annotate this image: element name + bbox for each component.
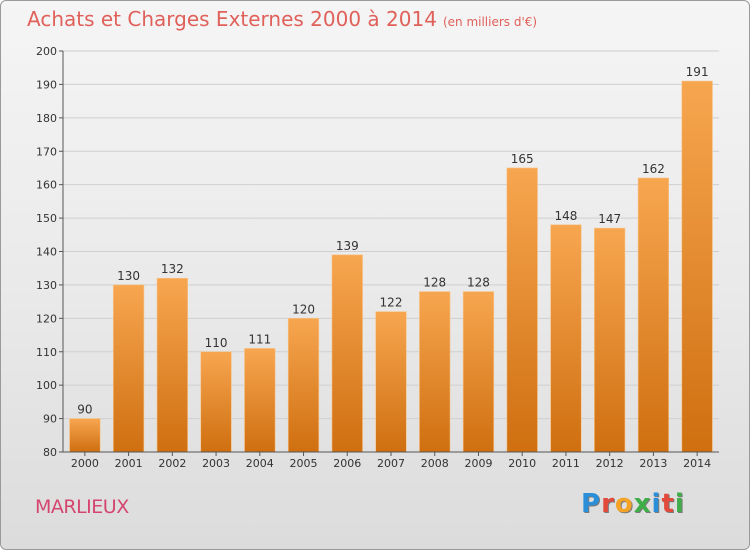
bar-2010 [506, 167, 538, 453]
data-label: 130 [117, 269, 140, 283]
y-tick-label: 190 [36, 78, 57, 91]
x-tick-label: 2001 [115, 457, 143, 470]
data-label: 147 [598, 212, 621, 226]
data-label: 111 [248, 332, 271, 346]
y-tick-label: 110 [36, 346, 57, 359]
logo-letter: i [651, 489, 662, 519]
data-label: 132 [161, 262, 184, 276]
x-tick-label: 2003 [202, 457, 230, 470]
data-label: 165 [511, 152, 534, 166]
y-tick-label: 170 [36, 145, 57, 158]
bar-2001 [112, 284, 145, 453]
x-tick-label: 2004 [246, 457, 274, 470]
x-tick-label: 2005 [290, 457, 318, 470]
x-tick-label: 2013 [639, 457, 667, 470]
axes [59, 50, 719, 456]
bar-2013 [637, 177, 670, 453]
data-label: 90 [77, 403, 92, 417]
bar-2005 [287, 318, 320, 453]
x-tick-label: 2007 [377, 457, 405, 470]
bar-2008 [419, 291, 451, 453]
x-tick-label: 2002 [158, 457, 186, 470]
bar-2009 [462, 291, 495, 453]
bar-2006 [331, 254, 363, 453]
x-tick-label: 2000 [71, 457, 99, 470]
data-label: 120 [292, 302, 315, 316]
x-tick-label: 2011 [552, 457, 580, 470]
y-tick-label: 120 [36, 312, 57, 325]
x-tick-label: 2010 [508, 457, 536, 470]
logo-letter: t [661, 489, 675, 519]
x-tick-label: 2014 [683, 457, 711, 470]
labels: 80 90 100 110 120 130 140 150 160 170 180 190 200 90 2… [36, 45, 711, 470]
y-tick-label: 100 [36, 379, 57, 392]
y-tick-label: 200 [36, 45, 57, 58]
data-label: 128 [467, 276, 490, 290]
data-label: 191 [686, 65, 709, 79]
logo-letter: P [581, 489, 602, 519]
y-tick-label: 90 [43, 413, 57, 426]
town-name: MARLIEUX [35, 496, 129, 518]
y-tick-label: 130 [36, 279, 57, 292]
chart-title: Achats et Charges Externes 2000 à 2014 (e… [27, 7, 537, 31]
x-tick-label: 2006 [333, 457, 361, 470]
y-tick-label: 160 [36, 179, 57, 192]
proxiti-logo: Proxiti [581, 489, 685, 519]
bar-2000 [69, 418, 101, 453]
chart-title-text: Achats et Charges Externes 2000 à 2014 [27, 7, 437, 31]
y-tick-label: 80 [43, 446, 57, 459]
bar-2003 [200, 351, 232, 453]
logo-letter: r [601, 489, 615, 519]
y-tick-label: 140 [36, 246, 57, 259]
bar-2002 [156, 277, 188, 453]
bar-2011 [550, 224, 582, 453]
data-label: 128 [423, 276, 446, 290]
y-tick-label: 150 [36, 212, 57, 225]
data-label: 148 [554, 209, 577, 223]
bars [69, 80, 713, 453]
data-label: 139 [336, 239, 359, 253]
logo-letter: o [614, 489, 634, 519]
x-tick-label: 2009 [464, 457, 492, 470]
logo-letter: i [674, 489, 685, 519]
bar-2012 [594, 227, 626, 453]
data-label: 122 [380, 296, 403, 310]
x-tick-label: 2008 [421, 457, 449, 470]
data-label: 162 [642, 162, 665, 176]
bar-2007 [375, 311, 407, 453]
x-tick-label: 2012 [596, 457, 624, 470]
chart-subtitle: (en milliers d'€) [442, 15, 538, 29]
bar-2004 [244, 348, 276, 453]
bar-2014 [681, 80, 713, 453]
data-label: 110 [205, 336, 228, 350]
logo-letter: x [633, 489, 652, 519]
y-tick-label: 180 [36, 112, 57, 125]
